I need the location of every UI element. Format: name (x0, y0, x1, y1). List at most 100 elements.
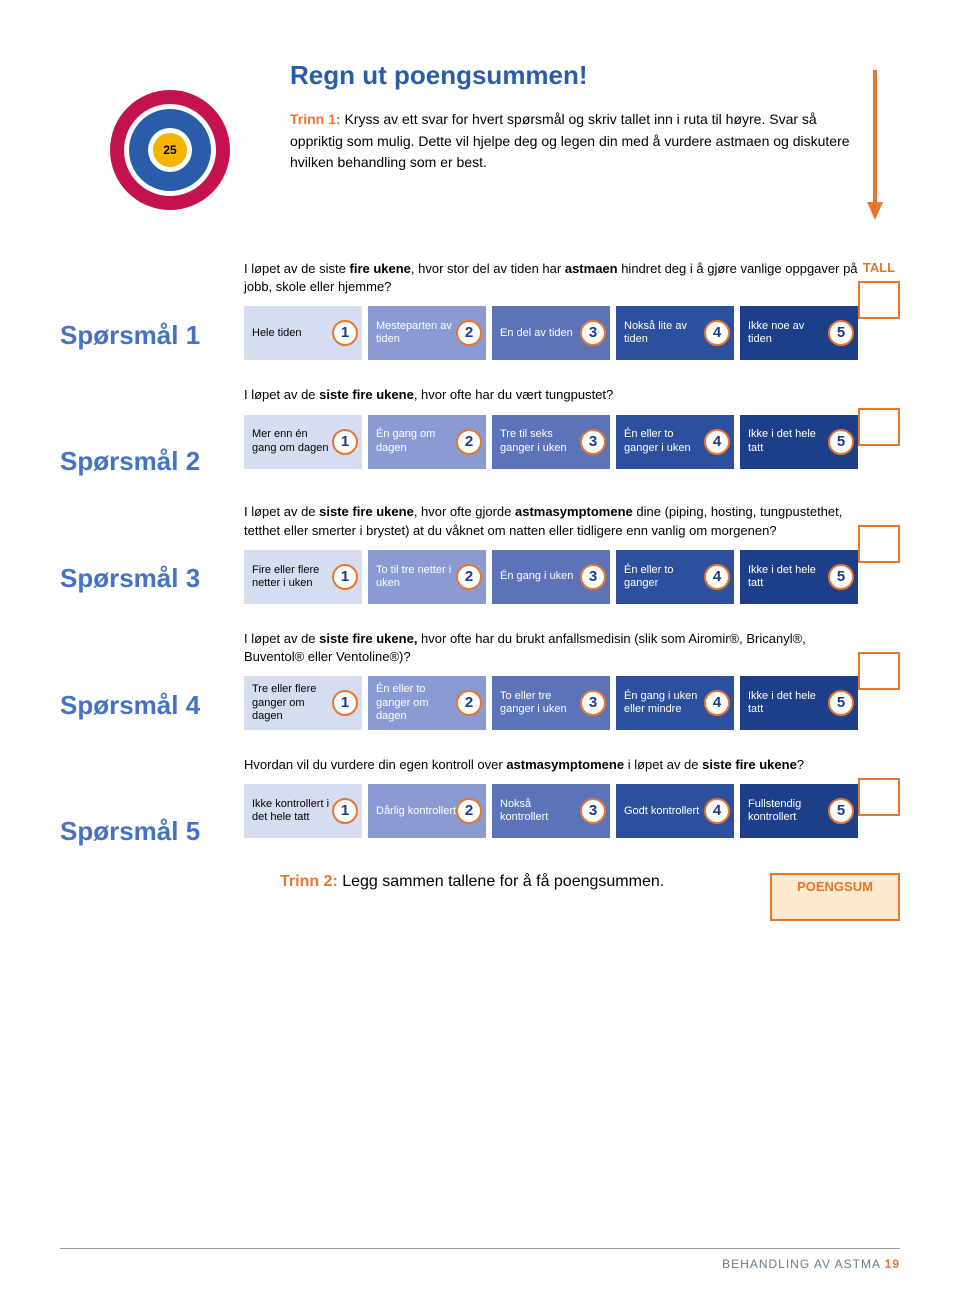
arrow-icon (850, 60, 900, 220)
score-box[interactable] (858, 652, 900, 690)
answer-option[interactable]: Ikke i det hele tatt5 (740, 550, 858, 604)
answer-option[interactable]: Mesteparten av tiden2 (368, 306, 486, 360)
answer-label: Én gang i uken eller mindre (624, 690, 706, 716)
question-block: Spørsmål 3I løpet av de siste fire ukene… (60, 503, 900, 603)
question-text: I løpet av de siste fire ukene, hvor sto… (244, 260, 858, 296)
trinn1-label: Trinn 1: (290, 111, 341, 127)
answer-option[interactable]: Én eller to ganger om dagen2 (368, 676, 486, 730)
answer-option[interactable]: Dårlig kontrollert2 (368, 784, 486, 838)
answer-option[interactable]: Godt kontrollert4 (616, 784, 734, 838)
score-col (858, 630, 900, 690)
answer-number: 4 (704, 429, 730, 455)
answer-option[interactable]: Én gang om dagen2 (368, 415, 486, 469)
target-icon: 25 (110, 90, 230, 210)
options-row: Mer enn én gang om dagen1Én gang om dage… (244, 415, 858, 469)
answer-option[interactable]: Fullstendig kontrollert5 (740, 784, 858, 838)
answer-option[interactable]: Tre eller flere ganger om dagen1 (244, 676, 362, 730)
answer-option[interactable]: Ikke kontrollert i det hele tatt1 (244, 784, 362, 838)
answer-number: 4 (704, 564, 730, 590)
answer-label: Én gang i uken (500, 570, 573, 583)
answer-label: Tre til seks ganger i uken (500, 428, 582, 454)
answer-label: Ikke i det hele tatt (748, 690, 830, 716)
intro-text: Trinn 1: Kryss av ett svar for hvert spø… (290, 109, 850, 174)
answer-option[interactable]: Mer enn én gang om dagen1 (244, 415, 362, 469)
answer-label: To til tre netter i uken (376, 564, 458, 590)
trinn1-body: Kryss av ett svar for hvert spørsmål og … (290, 111, 850, 170)
score-box[interactable] (858, 778, 900, 816)
answer-option[interactable]: Én eller to ganger i uken4 (616, 415, 734, 469)
answer-number: 3 (580, 690, 606, 716)
score-col (858, 503, 900, 563)
answer-option[interactable]: Én eller to ganger4 (616, 550, 734, 604)
answer-number: 2 (456, 564, 482, 590)
answer-number: 5 (828, 798, 854, 824)
answer-option[interactable]: Tre til seks ganger i uken3 (492, 415, 610, 469)
answer-label: Dårlig kontrollert (376, 805, 456, 818)
options-row: Ikke kontrollert i det hele tatt1Dårlig … (244, 784, 858, 838)
answer-label: Ikke i det hele tatt (748, 564, 830, 590)
question-block: Spørsmål 5Hvordan vil du vurdere din ege… (60, 756, 900, 847)
question-content: I løpet av de siste fire ukene, hvor oft… (244, 630, 858, 730)
answer-label: Ikke kontrollert i det hele tatt (252, 798, 334, 824)
question-content: Hvordan vil du vurdere din egen kontroll… (244, 756, 858, 838)
answer-label: Mer enn én gang om dagen (252, 428, 334, 454)
page-footer: BEHANDLING AV ASTMA 19 (60, 1248, 900, 1271)
answer-option[interactable]: En del av tiden 3 (492, 306, 610, 360)
score-box[interactable] (858, 408, 900, 446)
answer-label: Nokså lite av tiden (624, 320, 706, 346)
answer-label: Fullstendig kontrollert (748, 798, 830, 824)
question-label-col: Spørsmål 5 (60, 756, 244, 847)
answer-option[interactable]: Nokså kontrollert3 (492, 784, 610, 838)
answer-number: 2 (456, 429, 482, 455)
answer-option[interactable]: Nokså lite av tiden4 (616, 306, 734, 360)
answer-label: Én eller to ganger (624, 564, 706, 590)
answer-number: 2 (456, 798, 482, 824)
header-row: 25 Regn ut poengsummen! Trinn 1: Kryss a… (60, 60, 900, 220)
question-label-col: Spørsmål 1 (60, 260, 244, 351)
question-content: I løpet av de siste fire ukene, hvor oft… (244, 503, 858, 603)
answer-option[interactable]: To til tre netter i uken2 (368, 550, 486, 604)
score-col: TALL (858, 260, 900, 319)
answer-option[interactable]: To eller tre ganger i uken3 (492, 676, 610, 730)
answer-number: 4 (704, 320, 730, 346)
question-block: Spørsmål 2I løpet av de siste fire ukene… (60, 386, 900, 477)
answer-number: 3 (580, 564, 606, 590)
question-label: Spørsmål 1 (60, 320, 200, 351)
options-row: Tre eller flere ganger om dagen1Én eller… (244, 676, 858, 730)
answer-option[interactable]: Én gang i uken eller mindre4 (616, 676, 734, 730)
answer-label: Nokså kontrollert (500, 798, 582, 824)
answer-option[interactable]: Ikke i det hele tatt5 (740, 415, 858, 469)
poengsum-box[interactable]: POENGSUM (770, 873, 900, 921)
footer-text: BEHANDLING AV ASTMA (722, 1257, 880, 1271)
answer-number: 1 (332, 429, 358, 455)
answer-number: 1 (332, 798, 358, 824)
answer-number: 3 (580, 320, 606, 346)
answer-label: Tre eller flere ganger om dagen (252, 683, 334, 723)
trinn2-text: Trinn 2: Legg sammen tallene for å få po… (60, 873, 770, 921)
answer-number: 3 (580, 798, 606, 824)
answer-option[interactable]: Ikke i det hele tatt5 (740, 676, 858, 730)
options-row: Fire eller flere netter i uken1To til tr… (244, 550, 858, 604)
question-label: Spørsmål 2 (60, 446, 200, 477)
answer-number: 5 (828, 690, 854, 716)
answer-number: 1 (332, 564, 358, 590)
score-box[interactable] (858, 525, 900, 563)
answer-option[interactable]: Hele tiden1 (244, 306, 362, 360)
answer-option[interactable]: Ikke noe av tiden5 (740, 306, 858, 360)
question-text: Hvordan vil du vurdere din egen kontroll… (244, 756, 858, 774)
answer-option[interactable]: Én gang i uken 3 (492, 550, 610, 604)
question-block: Spørsmål 4 I løpet av de siste fire ukene… (60, 630, 900, 730)
header-text: Regn ut poengsummen! Trinn 1: Kryss av e… (280, 60, 850, 174)
score-col (858, 756, 900, 816)
answer-label: En del av tiden (500, 327, 573, 340)
question-block: Spørsmål 1 I løpet av de siste fire ukene… (60, 260, 900, 360)
answer-number: 5 (828, 564, 854, 590)
score-box[interactable] (858, 281, 900, 319)
answer-label: Godt kontrollert (624, 805, 699, 818)
answer-number: 4 (704, 690, 730, 716)
answer-label: Én eller to ganger om dagen (376, 683, 458, 723)
answer-number: 3 (580, 429, 606, 455)
question-label: Spørsmål 4 (60, 690, 200, 721)
answer-number: 2 (456, 690, 482, 716)
answer-option[interactable]: Fire eller flere netter i uken1 (244, 550, 362, 604)
